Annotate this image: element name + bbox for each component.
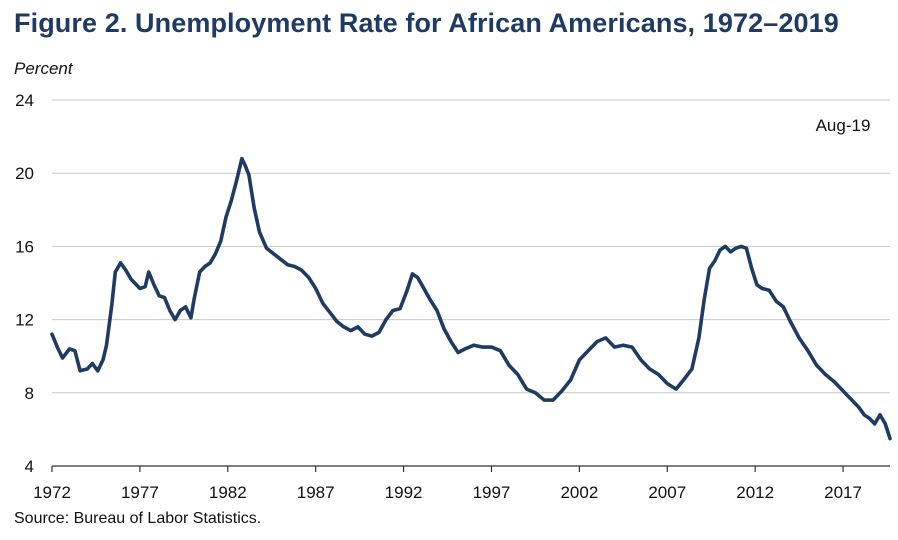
x-tick-label: 1982	[209, 483, 247, 502]
chart-title: Figure 2. Unemployment Rate for African …	[14, 8, 839, 38]
x-tick-label: 2007	[648, 483, 686, 502]
x-tick-label: 1972	[33, 483, 71, 502]
y-tick-label: 24	[15, 91, 34, 110]
y-tick-label: 4	[25, 457, 34, 476]
x-tick-label: 1987	[297, 483, 335, 502]
y-tick-label: 16	[15, 237, 34, 256]
x-axis-ticks: 1972 1977 1982 1987 1992 1997 2002 2007 2012 2017	[33, 466, 862, 502]
x-tick-label: 2002	[560, 483, 598, 502]
x-tick-label: 1992	[385, 483, 423, 502]
source-note: Source: Bureau of Labor Statistics.	[14, 510, 262, 527]
x-tick-label: 1997	[473, 483, 511, 502]
y-tick-label: 8	[25, 384, 34, 403]
y-tick-label: 12	[15, 311, 34, 330]
series-line-0	[50, 156, 892, 441]
y-axis-ticks: 4 8 12 16 20 24	[15, 91, 34, 476]
y-axis-unit-label: Percent	[14, 59, 73, 78]
gridlines	[52, 99, 890, 467]
y-tick-label: 20	[15, 164, 34, 183]
series-lines	[50, 156, 892, 441]
latest-date-annotation: Aug-19	[816, 116, 871, 135]
x-tick-label: 2017	[824, 483, 862, 502]
x-tick-label: 1977	[121, 483, 159, 502]
x-tick-label: 2012	[736, 483, 774, 502]
